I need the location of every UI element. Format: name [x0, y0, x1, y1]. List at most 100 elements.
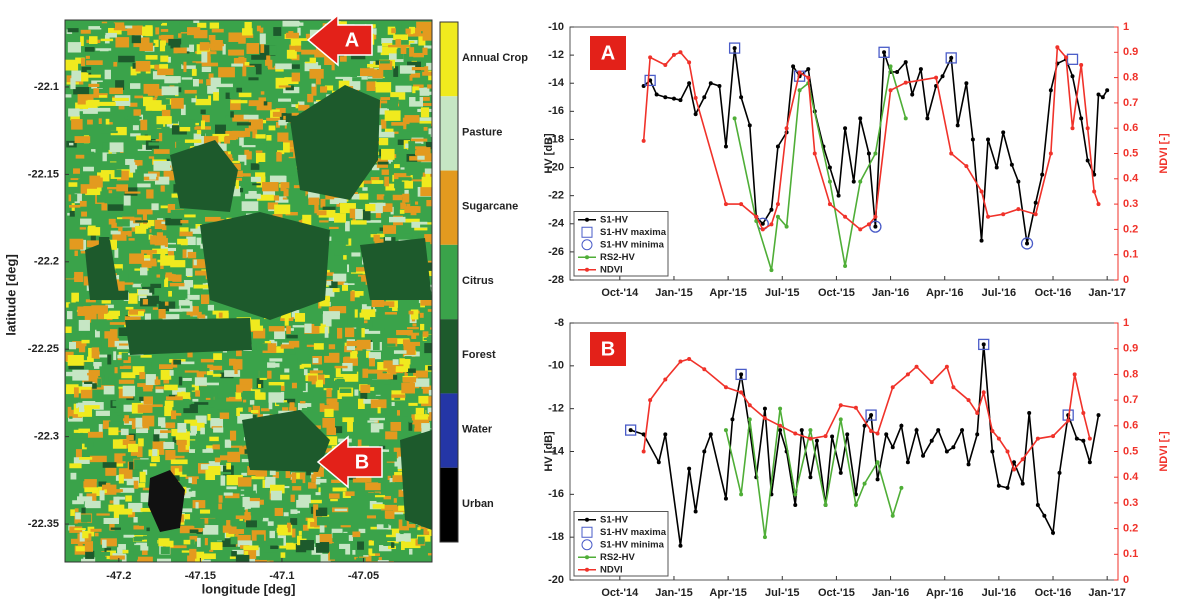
- point-marker: [808, 428, 812, 432]
- map-texture-cell: [178, 83, 193, 86]
- map-texture-cell: [384, 379, 391, 384]
- map-texture-cell: [88, 75, 101, 78]
- x-tick-label: Oct-'15: [818, 587, 855, 599]
- map-texture-cell: [95, 218, 98, 226]
- point-marker: [791, 64, 795, 68]
- map-texture-cell: [121, 372, 135, 378]
- map-texture-cell: [202, 67, 211, 72]
- point-marker: [806, 67, 810, 71]
- point-marker: [724, 144, 728, 148]
- map-texture-cell: [251, 177, 261, 182]
- point-marker: [769, 208, 773, 212]
- map-texture-cell: [391, 28, 396, 33]
- map-texture-cell: [345, 328, 354, 337]
- map-texture-cell: [76, 546, 86, 551]
- map-texture-cell: [165, 218, 182, 225]
- y-axis-label: HV [dB]: [543, 133, 555, 174]
- point-marker: [800, 428, 804, 432]
- x-tick-label: Jul-'15: [765, 587, 799, 599]
- map-texture-cell: [245, 62, 250, 66]
- map-texture-cell: [190, 540, 194, 548]
- map-texture-cell: [237, 122, 251, 125]
- map-texture-cell: [104, 125, 116, 131]
- point-marker: [910, 92, 914, 96]
- map-texture-cell: [160, 562, 175, 571]
- y2-tick-label: 0.3: [1123, 497, 1138, 509]
- map-texture-cell: [304, 324, 311, 333]
- map-texture-cell: [139, 519, 151, 526]
- point-marker: [1027, 411, 1031, 415]
- map-texture-cell: [261, 408, 269, 411]
- point-marker: [1034, 212, 1038, 216]
- map-texture-cell: [69, 304, 76, 312]
- map-texture-cell: [228, 32, 241, 42]
- point-marker: [798, 88, 802, 92]
- map-texture-cell: [138, 289, 149, 294]
- map-texture-cell: [428, 309, 438, 312]
- map-texture-cell: [405, 144, 408, 149]
- map-texture-cell: [155, 236, 167, 246]
- point-marker: [1066, 419, 1070, 423]
- map-texture-cell: [342, 285, 348, 291]
- map-texture-cell: [209, 457, 214, 460]
- map-texture-cell: [125, 192, 141, 194]
- map-texture-cell: [109, 88, 123, 94]
- map-texture-cell: [162, 86, 179, 95]
- map-texture-cell: [74, 430, 88, 433]
- map-texture-cell: [109, 360, 123, 366]
- y-tick-label: -14: [548, 77, 565, 89]
- y-tick-label: -18: [548, 531, 564, 543]
- y2-tick-label: 0.5: [1123, 147, 1138, 159]
- map-texture-cell: [87, 373, 96, 375]
- map-texture-cell: [157, 559, 171, 565]
- map-texture-cell: [421, 107, 429, 117]
- map-texture-cell: [195, 502, 198, 508]
- map-texture-cell: [102, 300, 111, 303]
- map-texture-cell: [416, 408, 424, 415]
- map-texture-cell: [219, 472, 231, 474]
- point-marker: [1006, 450, 1010, 454]
- map-texture-cell: [397, 410, 400, 416]
- map-texture-cell: [185, 370, 199, 372]
- map-texture-cell: [110, 322, 126, 325]
- map-texture-cell: [212, 29, 224, 33]
- point-marker: [1079, 63, 1083, 67]
- map-texture-cell: [112, 98, 129, 101]
- map-texture-cell: [70, 232, 76, 235]
- map-texture-cell: [317, 517, 330, 526]
- map-texture-cell: [239, 138, 244, 146]
- map-texture-cell: [258, 143, 265, 146]
- map-texture-cell: [137, 74, 153, 80]
- map-texture-cell: [270, 363, 280, 367]
- map-texture-cell: [373, 504, 385, 509]
- map-texture-cell: [279, 85, 291, 87]
- map-texture-cell: [414, 428, 421, 431]
- map-texture-cell: [363, 210, 371, 221]
- map-texture-cell: [117, 219, 130, 226]
- map-texture-cell: [367, 81, 376, 91]
- map-texture-cell: [335, 241, 343, 248]
- point-marker: [776, 202, 780, 206]
- map-texture-cell: [171, 456, 185, 459]
- map-texture-cell: [391, 394, 405, 397]
- map-texture-cell: [236, 392, 242, 399]
- map-texture-cell: [171, 98, 184, 109]
- map-texture-cell: [377, 46, 382, 53]
- map-texture-cell: [87, 189, 100, 195]
- map-texture-cell: [192, 69, 197, 76]
- map-texture-cell: [242, 132, 251, 137]
- map-texture-cell: [373, 321, 381, 329]
- point-marker: [1036, 437, 1040, 441]
- point-marker: [891, 445, 895, 449]
- map-texture-cell: [394, 179, 402, 188]
- map-texture-cell: [95, 108, 110, 112]
- map-texture-cell: [323, 311, 340, 319]
- map-texture-cell: [115, 37, 129, 47]
- y2-tick-label: 1: [1123, 21, 1129, 33]
- point-marker: [1088, 460, 1092, 464]
- map-texture-cell: [161, 370, 172, 380]
- map-texture-cell: [118, 56, 135, 63]
- map-texture-cell: [174, 48, 187, 54]
- map-texture-cell: [408, 403, 417, 406]
- point-marker: [763, 416, 767, 420]
